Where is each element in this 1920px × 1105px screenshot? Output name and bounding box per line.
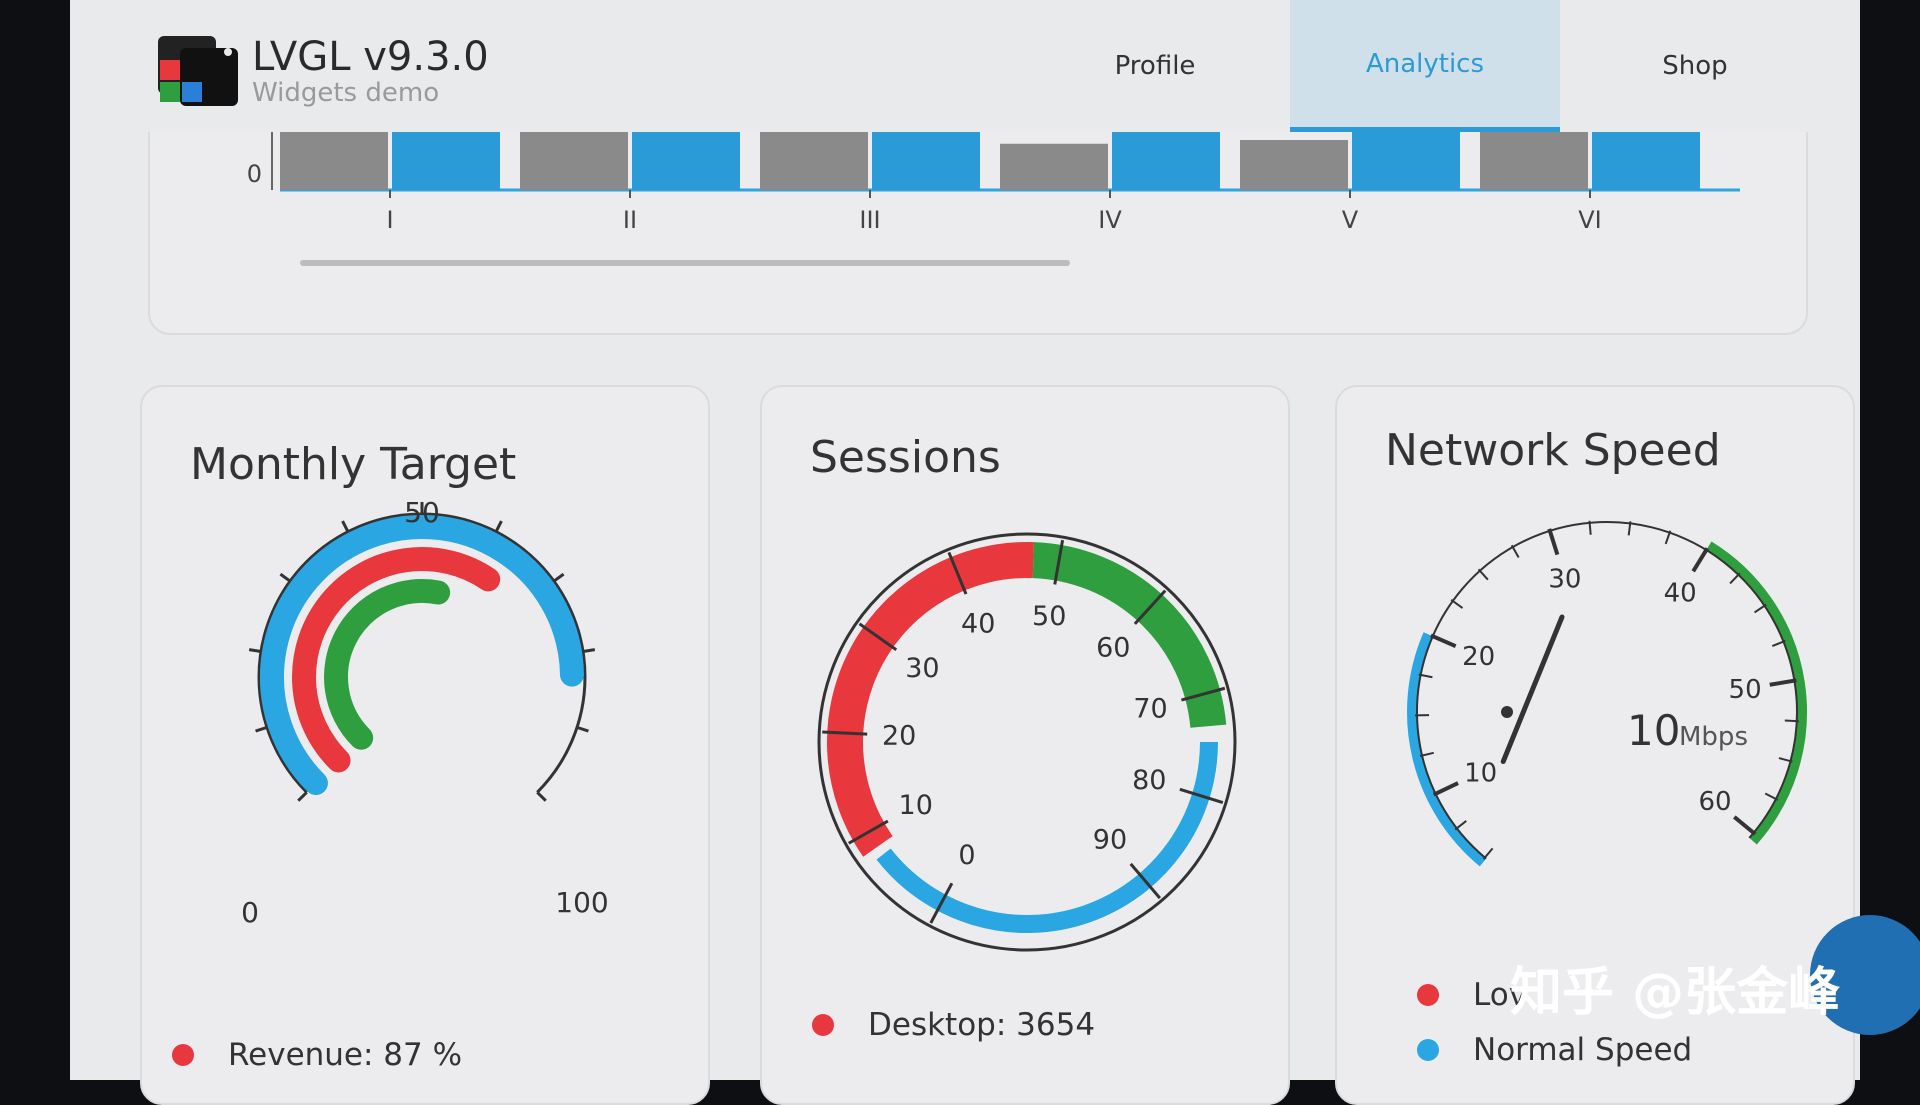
bar-series-1	[1240, 140, 1348, 190]
speed-label-50: 50	[1729, 675, 1762, 705]
sessions-label-10: 10	[899, 790, 933, 821]
normal-speed-legend-dot	[1417, 1039, 1439, 1061]
scale-tick	[280, 574, 290, 581]
desktop-legend-text: Desktop: 3654	[868, 1007, 1095, 1043]
bar-series-2	[872, 123, 980, 191]
sessions-label-60: 60	[1096, 632, 1130, 663]
speed-tick	[1431, 635, 1456, 646]
app-header: LVGL v9.3.0 Widgets demo Profile Analyti…	[70, 0, 1860, 132]
normal-speed-legend: Normal Speed	[1417, 1032, 1692, 1068]
sessions-title: Sessions	[810, 432, 1001, 483]
scale-tick	[249, 650, 261, 652]
speed-unit: Mbps	[1679, 722, 1748, 752]
sessions-label-70: 70	[1133, 693, 1167, 724]
speed-tick	[1755, 605, 1767, 613]
app-screen: 200IIIIIIIVVVI LVGL v9.3.0 Widgets demo …	[70, 0, 1860, 1080]
chart-scrollbar[interactable]	[300, 260, 1070, 266]
speed-value: 10	[1627, 706, 1680, 755]
sessions-card: Sessions 0 10 20 30 40 50 60 70 80 90 De…	[760, 385, 1290, 1105]
monthly-target-gauge: 50 0 100	[142, 477, 712, 997]
revenue-legend-text: Revenue: 87 %	[228, 1037, 462, 1073]
sessions-label-40: 40	[961, 609, 995, 640]
speed-tick	[1512, 545, 1519, 557]
tab-shop[interactable]: Shop	[1560, 0, 1830, 132]
speed-label-40: 40	[1664, 579, 1697, 609]
scale-tick	[577, 727, 588, 731]
watermark-text: 知乎 @张金峰	[1510, 950, 1840, 1025]
scale-label-100: 100	[555, 886, 608, 919]
bar-series-1	[1000, 144, 1108, 190]
scale-label-0: 0	[241, 896, 259, 929]
speed-label-20: 20	[1462, 642, 1495, 672]
x-tick-label: IV	[1098, 206, 1122, 234]
desktop-legend-dot	[812, 1014, 834, 1036]
x-tick-label: III	[859, 206, 880, 234]
revenue-legend: Revenue: 87 %	[172, 1037, 462, 1073]
scale-tick	[298, 792, 306, 800]
app-subtitle: Widgets demo	[252, 78, 439, 108]
bar-series-1	[1480, 126, 1588, 190]
speed-tick	[1549, 529, 1557, 555]
monthly-target-card: Monthly Target 50 0 100 Revenue: 87 %	[140, 385, 710, 1105]
desktop-legend: Desktop: 3654	[812, 1007, 1095, 1043]
bar-series-2	[1592, 125, 1700, 190]
app-title: LVGL v9.3.0	[252, 34, 489, 80]
scale-label-50: 50	[404, 496, 440, 529]
scale-tick	[583, 650, 595, 652]
sessions-label-30: 30	[905, 653, 939, 684]
speed-tick	[1479, 569, 1488, 579]
sessions-label-50: 50	[1032, 601, 1066, 632]
speed-tick	[1730, 573, 1740, 583]
sessions-label-80: 80	[1132, 765, 1166, 796]
sessions-label-90: 90	[1093, 824, 1127, 855]
sessions-gauge: 0 10 20 30 40 50 60 70 80 90	[762, 487, 1292, 1007]
speed-tick	[1434, 783, 1458, 795]
speed-tick	[1693, 548, 1707, 571]
scale-tick	[343, 521, 348, 532]
y-tick-label: 0	[247, 160, 262, 188]
scale-tick	[496, 521, 501, 532]
sessions-label-0: 0	[958, 840, 975, 871]
x-tick-label: V	[1342, 206, 1359, 234]
x-tick-label: II	[623, 206, 637, 234]
speed-tick	[1734, 817, 1755, 834]
sessions-label-20: 20	[882, 721, 916, 752]
x-tick-label: I	[386, 206, 393, 234]
revenue-legend-dot	[172, 1044, 194, 1066]
x-tick-label: VI	[1578, 206, 1602, 234]
speed-tick	[1451, 600, 1462, 608]
speed-tick	[1589, 521, 1590, 535]
tab-analytics[interactable]: Analytics	[1290, 0, 1560, 132]
speed-label-10: 10	[1464, 758, 1497, 788]
speed-tick	[1455, 821, 1466, 830]
speed-needle	[1503, 617, 1562, 762]
network-speed-gauge: 10 20 30 40 50 60 10 Mbps	[1337, 467, 1857, 987]
bar-series-1	[760, 128, 868, 191]
normal-speed-legend-text: Normal Speed	[1473, 1032, 1692, 1068]
tab-profile[interactable]: Profile	[1020, 0, 1290, 132]
bar-series-2	[1352, 123, 1460, 191]
target-arc-green	[336, 591, 438, 738]
speed-tick	[1484, 848, 1493, 859]
speed-label-60: 60	[1698, 787, 1731, 817]
speed-tick	[1770, 680, 1797, 684]
bar-series-2	[1112, 126, 1220, 190]
scale-tick	[256, 727, 267, 731]
lvgl-logo-icon	[158, 34, 238, 106]
speed-tick	[1765, 794, 1777, 800]
scale-tick	[554, 574, 564, 581]
speed-tick	[1785, 721, 1799, 722]
low-speed-legend-dot	[1417, 984, 1439, 1006]
scale-tick	[537, 792, 545, 800]
speed-label-30: 30	[1548, 564, 1581, 594]
